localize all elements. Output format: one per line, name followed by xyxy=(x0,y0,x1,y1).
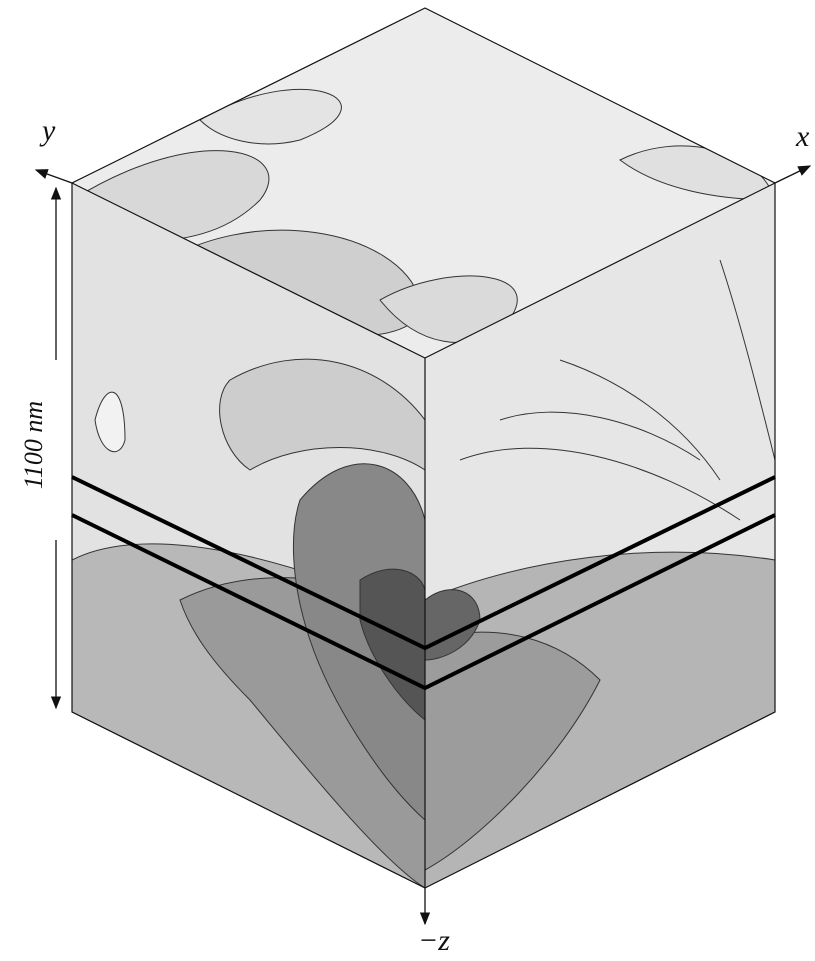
dimension-label: 1100 nm xyxy=(19,401,48,489)
z-axis-label: −z xyxy=(418,924,450,956)
y-axis-label: y xyxy=(39,114,56,147)
x-axis-label: x xyxy=(795,120,810,153)
cube-figure: y x −z 1100 nm xyxy=(0,0,815,956)
